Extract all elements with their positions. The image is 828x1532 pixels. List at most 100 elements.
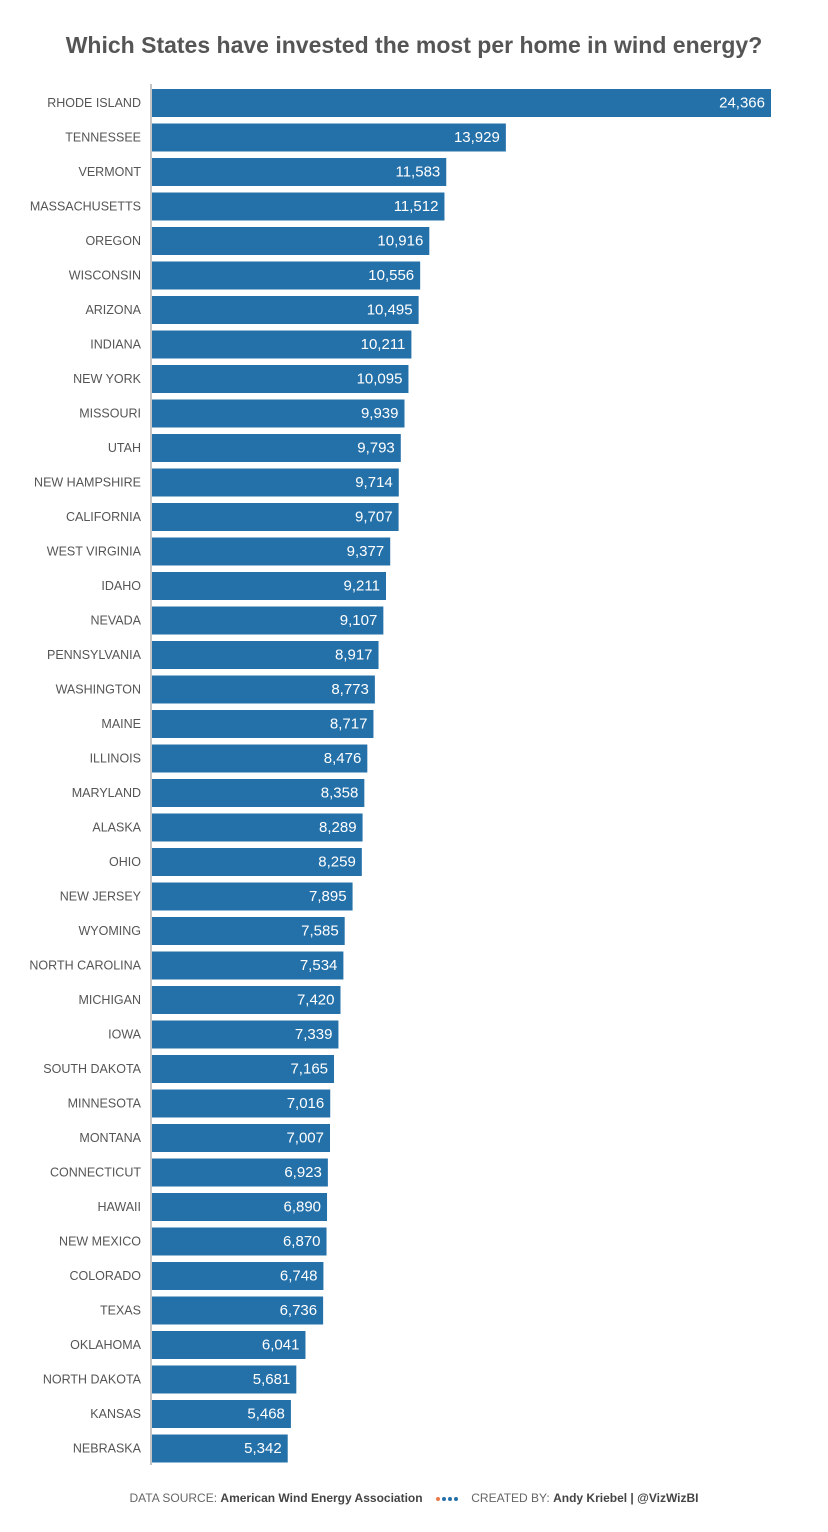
bar-value-label: 10,495 [367, 302, 413, 319]
category-label: KANSAS [90, 1407, 141, 1421]
bar [152, 1365, 297, 1394]
bar-value-label: 11,512 [394, 198, 439, 215]
category-label: NEW HAMPSHIRE [34, 476, 141, 490]
category-label: MICHIGAN [79, 993, 142, 1007]
bar [152, 365, 409, 393]
bar-value-label: 11,583 [395, 164, 440, 181]
bar [152, 123, 506, 152]
bar [152, 917, 345, 945]
footer-dot [435, 1496, 440, 1501]
category-label: IOWA [108, 1028, 142, 1042]
category-label: RHODE ISLAND [47, 96, 141, 110]
bar-value-label: 7,420 [297, 992, 335, 1009]
bar [152, 261, 421, 290]
bar-value-label: 6,748 [280, 1268, 318, 1285]
category-label: NEW JERSEY [60, 890, 142, 904]
bar-value-label: 5,681 [253, 1371, 291, 1388]
bar-value-label: 9,107 [340, 612, 378, 629]
bar-value-label: 8,773 [331, 681, 369, 698]
bar-value-label: 8,259 [318, 854, 356, 871]
category-label: INDIANA [90, 338, 141, 352]
bar [152, 192, 445, 221]
footer-author: Andy Kriebel | @VizWizBI [553, 1491, 699, 1505]
bar-value-label: 8,289 [319, 819, 357, 836]
bar [152, 1124, 331, 1152]
category-label: HAWAII [97, 1200, 141, 1214]
category-label: NEW YORK [73, 372, 141, 386]
category-label: UTAH [108, 441, 141, 455]
bar-value-label: 5,342 [244, 1440, 282, 1457]
bar [152, 641, 379, 669]
bar [152, 537, 391, 566]
bar-value-label: 9,793 [357, 440, 395, 457]
bar-value-label: 10,556 [368, 267, 414, 284]
bar-value-label: 10,211 [361, 336, 406, 353]
category-label: COLORADO [69, 1269, 141, 1283]
bar [152, 675, 375, 704]
bar [152, 744, 368, 773]
category-label: SOUTH DAKOTA [43, 1062, 141, 1076]
category-label: NEW MEXICO [59, 1235, 141, 1249]
bar [152, 1296, 324, 1325]
bar [152, 606, 384, 635]
bar [152, 951, 344, 980]
bar [152, 227, 430, 255]
bar-value-label: 6,870 [283, 1233, 321, 1250]
bar-value-label: 6,923 [284, 1164, 322, 1181]
bar [152, 330, 412, 359]
footer-created-prefix: CREATED BY: [471, 1491, 550, 1505]
bar [152, 1020, 339, 1049]
bar-value-label: 8,717 [330, 716, 368, 733]
footer-dot [447, 1496, 452, 1501]
category-label: OHIO [109, 855, 141, 869]
bar-value-label: 7,534 [300, 957, 338, 974]
bar-value-label: 24,366 [719, 95, 765, 112]
bar-value-label: 6,041 [262, 1337, 300, 1354]
category-label: NEBRASKA [73, 1442, 142, 1456]
bar-value-label: 8,917 [335, 647, 373, 664]
bar-value-label: 7,895 [309, 888, 347, 905]
bar-value-label: 5,468 [247, 1406, 285, 1423]
bar-value-label: 10,916 [377, 233, 423, 250]
category-label: NORTH CAROLINA [29, 959, 141, 973]
category-label: MAINE [101, 717, 141, 731]
bar [152, 1331, 306, 1359]
category-label: WASHINGTON [56, 683, 141, 697]
bar [152, 1055, 335, 1083]
bar [152, 503, 399, 531]
bar [152, 1262, 324, 1290]
bar-value-label: 7,585 [301, 923, 339, 940]
bar [152, 1227, 327, 1256]
category-label: OREGON [85, 234, 141, 248]
bar-value-label: 8,358 [321, 785, 359, 802]
bar [152, 89, 771, 117]
category-label: ILLINOIS [90, 752, 141, 766]
category-label: OKLAHOMA [70, 1338, 142, 1352]
bar [152, 986, 341, 1014]
bar-value-label: 9,211 [344, 578, 380, 595]
category-label: TEXAS [100, 1304, 141, 1318]
category-label: CALIFORNIA [66, 510, 142, 524]
category-label: MINNESOTA [68, 1097, 142, 1111]
footer-dot [453, 1496, 458, 1501]
bar [152, 813, 363, 842]
bar [152, 468, 399, 497]
bar [152, 848, 362, 876]
bar-value-label: 6,736 [280, 1302, 318, 1319]
bar-value-label: 9,377 [347, 543, 385, 560]
category-label: WEST VIRGINIA [47, 545, 142, 559]
category-label: MASSACHUSETTS [30, 200, 141, 214]
chart-title: Which States have invested the most per … [65, 32, 763, 58]
bar [152, 296, 419, 324]
bar-value-label: 6,890 [283, 1199, 321, 1216]
category-label: MONTANA [79, 1131, 141, 1145]
bar [152, 1400, 291, 1428]
bar [152, 710, 374, 738]
bar [152, 158, 447, 186]
bar-value-label: 7,165 [290, 1061, 328, 1078]
bar [152, 1158, 328, 1187]
bar [152, 572, 386, 600]
bar-value-label: 8,476 [324, 750, 362, 767]
bar-value-label: 10,095 [357, 371, 403, 388]
bar-value-label: 7,339 [295, 1026, 333, 1043]
